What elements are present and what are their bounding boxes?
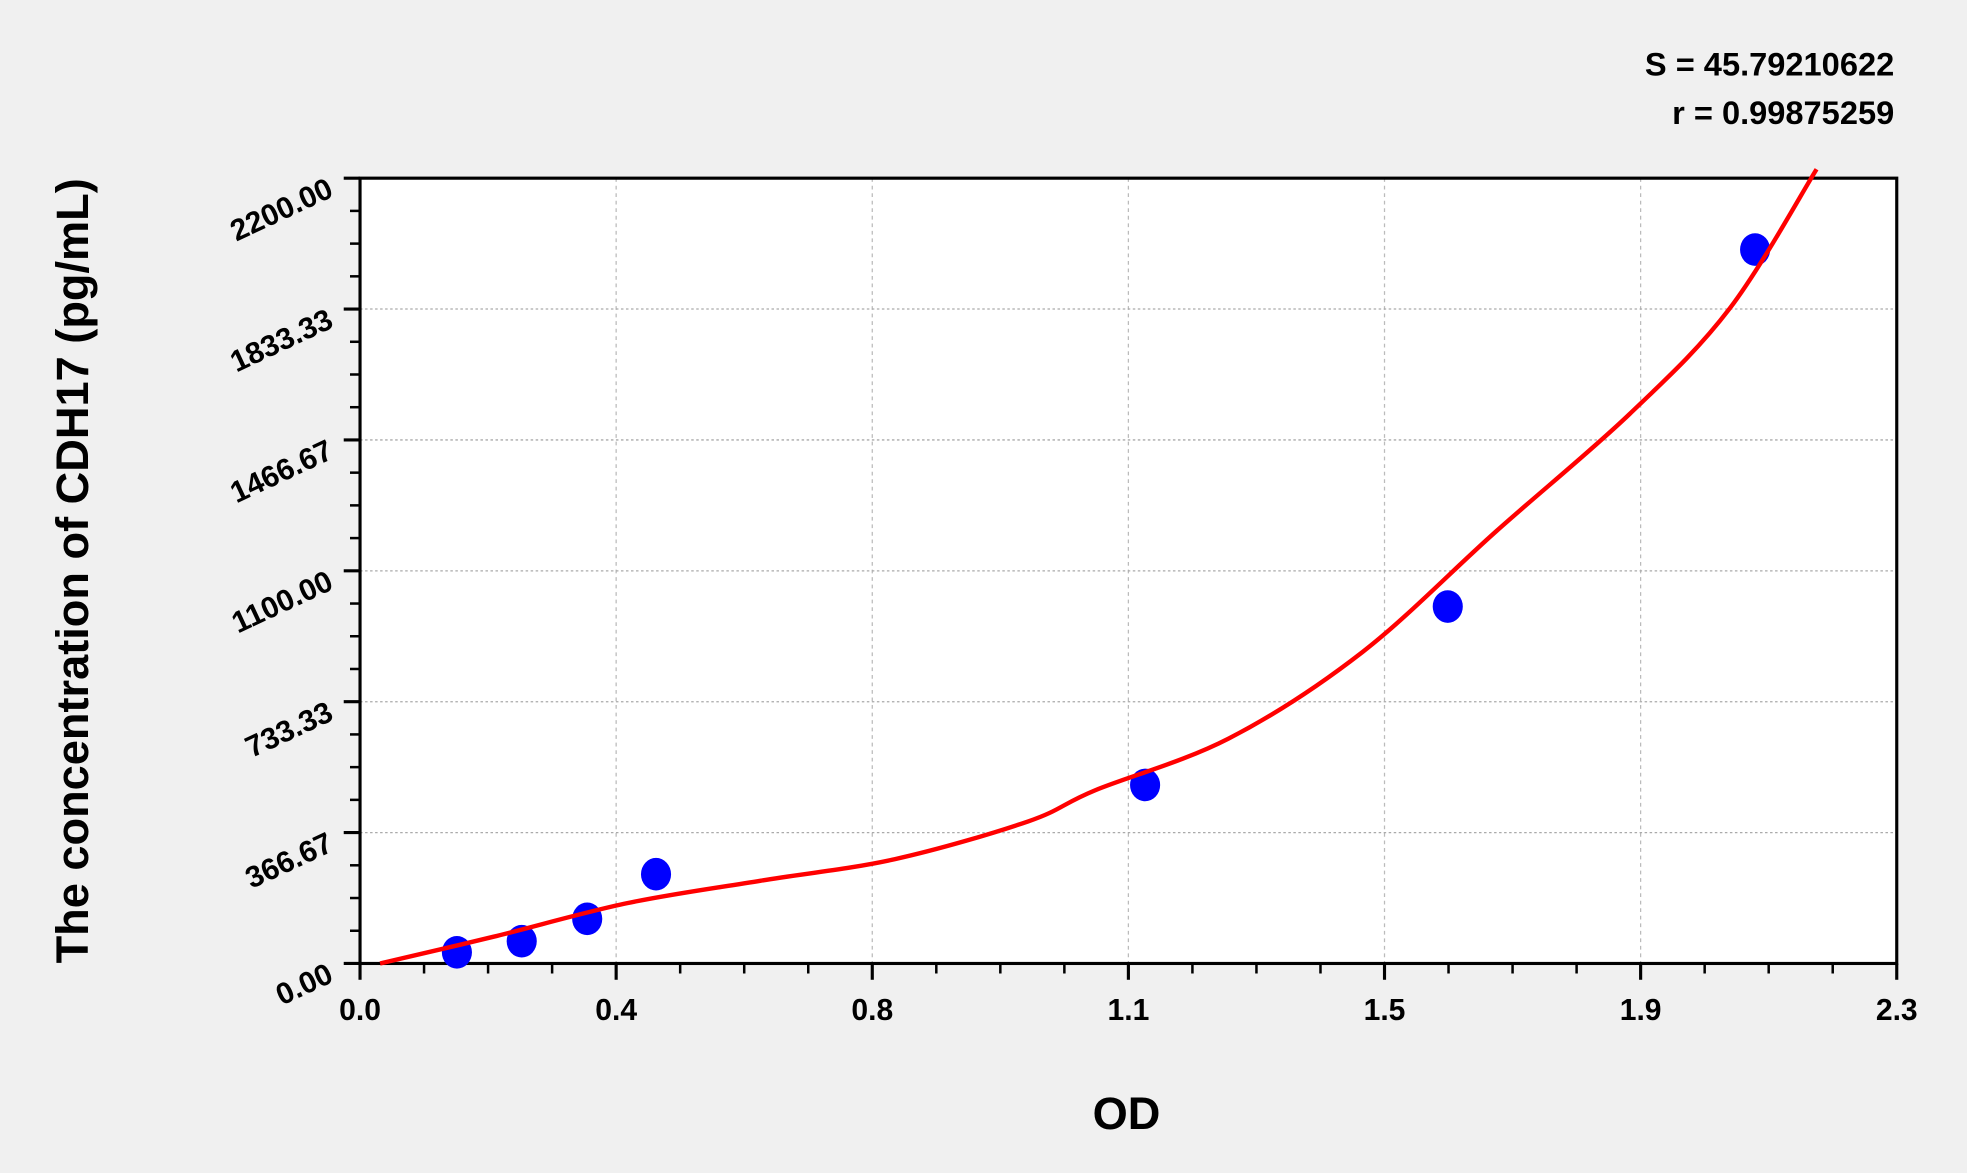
data-point — [1740, 233, 1771, 266]
x-tick-label: 1.1 — [1107, 994, 1149, 1027]
fit-curve — [379, 168, 1819, 966]
axis-ticks — [343, 176, 1899, 980]
data-point — [640, 857, 672, 891]
data-point — [1432, 590, 1463, 623]
x-tick-label: 1.9 — [1620, 994, 1662, 1027]
x-tick-label: 2.3 — [1876, 994, 1918, 1027]
x-tick-label: 0.4 — [595, 994, 637, 1027]
x-tick-labels: 0.0 0.4 0.8 1.1 1.5 1.9 2.3 — [339, 994, 1918, 1027]
stat-s: S = 45.79210622 — [1645, 45, 1894, 82]
x-tick-label: 1.5 — [1364, 994, 1406, 1027]
data-point — [572, 902, 603, 936]
stat-r: r = 0.99875259 — [1672, 94, 1894, 131]
gridlines — [360, 178, 1897, 964]
y-axis-label: The concentration of CDH17 (pg/mL) — [47, 178, 98, 963]
x-tick-label: 0.0 — [339, 994, 381, 1027]
x-tick-label: 0.8 — [851, 994, 893, 1027]
x-axis-label: OD — [1093, 1088, 1161, 1139]
plot-frame — [358, 176, 1899, 966]
